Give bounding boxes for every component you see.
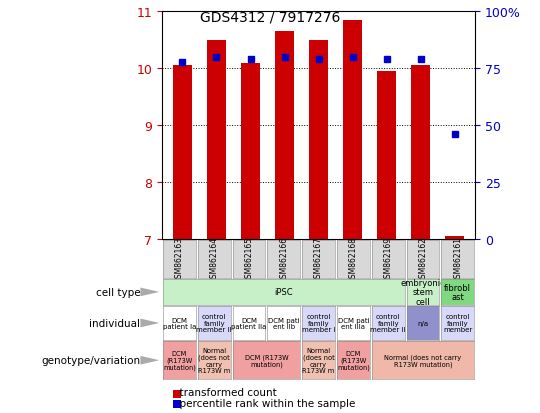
Text: iPSC: iPSC (274, 288, 293, 297)
Text: Normal
(does not
carry
R173W m: Normal (does not carry R173W m (302, 347, 335, 373)
Text: GSM862161: GSM862161 (453, 236, 462, 282)
Text: DCM
(R173W
mutation): DCM (R173W mutation) (163, 350, 196, 370)
Bar (446, 237, 464, 240)
Bar (377, 72, 396, 240)
Text: control
family
member I: control family member I (302, 314, 335, 332)
Text: DCM pati
ent IIIa: DCM pati ent IIIa (338, 317, 369, 330)
Text: GSM862164: GSM862164 (210, 236, 219, 282)
Bar (173, 66, 192, 240)
Text: GSM862163: GSM862163 (175, 236, 184, 282)
Text: embryonic
stem
cell: embryonic stem cell (401, 278, 446, 306)
Bar (343, 21, 362, 240)
Text: DCM
patient Ia: DCM patient Ia (163, 317, 196, 330)
Text: GSM862162: GSM862162 (418, 236, 428, 282)
Text: GSM862166: GSM862166 (279, 236, 288, 282)
Polygon shape (140, 319, 159, 328)
Text: DCM pati
ent IIb: DCM pati ent IIb (268, 317, 300, 330)
Bar (309, 41, 328, 240)
Text: GSM862169: GSM862169 (384, 236, 393, 282)
Text: control
family
member: control family member (443, 314, 472, 332)
Text: GDS4312 / 7917276: GDS4312 / 7917276 (200, 10, 340, 24)
Text: DCM (R173W
mutation): DCM (R173W mutation) (245, 354, 288, 367)
Text: individual: individual (90, 318, 140, 328)
Text: genotype/variation: genotype/variation (41, 355, 140, 366)
Text: transformed count: transformed count (173, 387, 276, 397)
Text: DCM
(R173W
mutation): DCM (R173W mutation) (337, 350, 370, 370)
Text: GSM862165: GSM862165 (245, 236, 253, 282)
Bar (275, 32, 294, 240)
Text: control
family
member II: control family member II (197, 314, 232, 332)
Text: cell type: cell type (96, 287, 140, 297)
Bar (241, 64, 260, 240)
Text: GSM862168: GSM862168 (349, 236, 358, 282)
Text: control
family
member II: control family member II (370, 314, 406, 332)
Bar (411, 66, 430, 240)
Text: Normal (does not carry
R173W mutation): Normal (does not carry R173W mutation) (384, 354, 462, 367)
Text: Normal
(does not
carry
R173W m: Normal (does not carry R173W m (198, 347, 231, 373)
Polygon shape (140, 356, 159, 365)
Text: DCM
patient IIa: DCM patient IIa (231, 317, 267, 330)
Text: percentile rank within the sample: percentile rank within the sample (173, 398, 355, 408)
Text: GSM862167: GSM862167 (314, 236, 323, 282)
Text: fibrobl
ast: fibrobl ast (444, 283, 471, 301)
Text: n/a: n/a (417, 320, 429, 326)
Bar (207, 41, 226, 240)
Polygon shape (140, 288, 159, 297)
